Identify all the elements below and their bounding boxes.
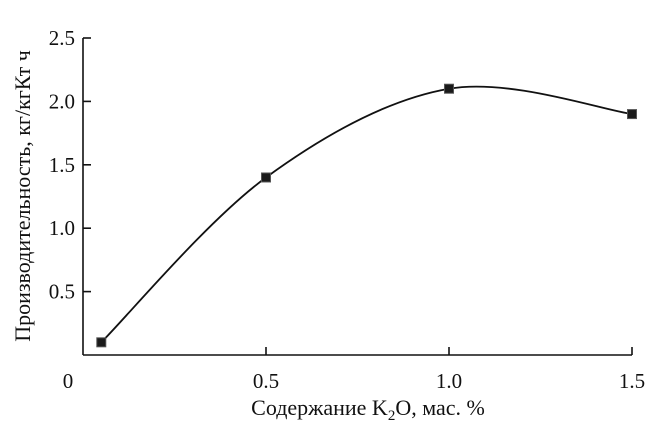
y-axis-title: Производительность, кг/кгКт ч	[10, 50, 35, 342]
chart-markers	[96, 83, 637, 348]
x-tick-label: 1.0	[436, 369, 462, 393]
y-tick-label: 1.5	[49, 153, 75, 177]
y-tick-label: 2.0	[49, 89, 75, 113]
y-tick-label: 2.5	[49, 26, 75, 50]
data-point-marker	[261, 172, 271, 183]
chart-axes	[82, 38, 632, 356]
y-tick-label: 1.0	[49, 216, 75, 240]
series-curve	[100, 85, 633, 343]
x-tick-label: 0	[63, 369, 74, 393]
data-point-marker	[96, 337, 107, 348]
x-axis-title: Содержание K2O, мас. %	[251, 395, 485, 422]
x-tick-label: 0.5	[253, 369, 279, 393]
chart-ticks	[83, 37, 633, 355]
data-point-marker	[444, 83, 454, 94]
y-tick-label: 0.5	[49, 280, 75, 304]
x-tick-label: 1.5	[619, 369, 645, 393]
chart-tick-labels: 0.5 1.0 1.5 2.0 2.5 0 0.5 1.0 1.5	[49, 26, 645, 393]
data-point-marker	[627, 109, 637, 120]
